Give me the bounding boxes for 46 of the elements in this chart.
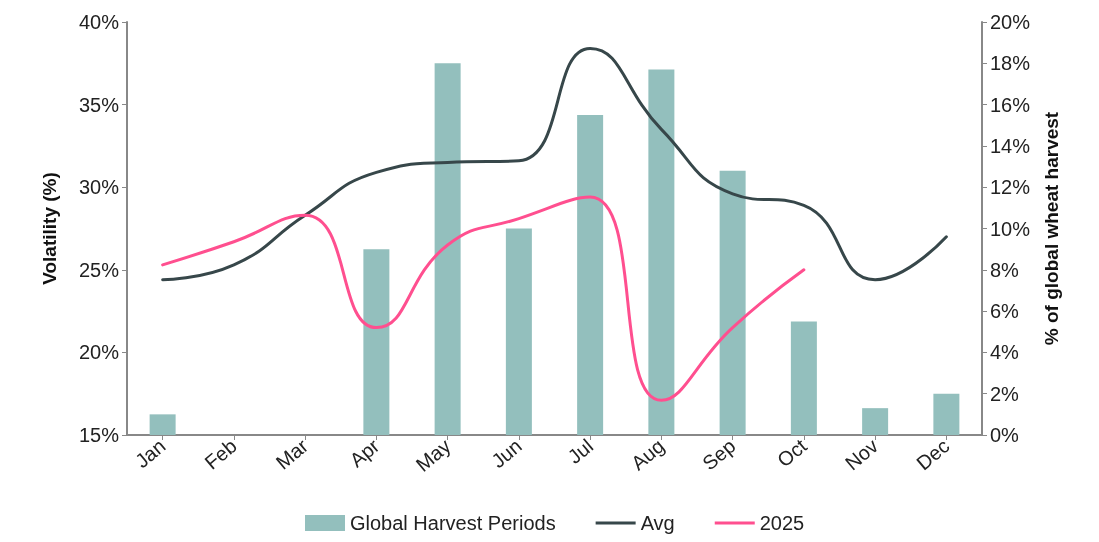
bar — [933, 393, 960, 435]
x-tick-label: Sep — [698, 434, 740, 475]
y2-tick-label: 14% — [990, 134, 1031, 157]
y2-tick-label: 20% — [990, 11, 1031, 33]
bar — [434, 63, 461, 435]
x-tick-label: Jan — [130, 434, 170, 473]
y2-tick-label: 0% — [990, 424, 1020, 446]
y2-tick-label: 6% — [990, 300, 1020, 323]
x-tick-label: Mar — [271, 434, 313, 474]
y2-tick-label: 16% — [990, 93, 1031, 116]
y-tick-label: 25% — [78, 258, 120, 281]
bar — [363, 249, 390, 435]
x-tick-label: Oct — [772, 434, 812, 472]
y-tick-label: 35% — [78, 93, 120, 116]
y2-tick-label: 18% — [990, 52, 1031, 75]
x-tick-label: Jun — [487, 434, 526, 473]
legend-label: 2025 — [759, 512, 805, 534]
y2-axis-title: % of global wheat harvest — [1041, 111, 1062, 346]
bar — [790, 321, 817, 435]
bar — [505, 228, 532, 435]
bar — [577, 114, 604, 435]
line-series — [161, 195, 806, 402]
legend-label: Global Harvest Periods — [350, 512, 556, 534]
x-tick-label: Aug — [627, 434, 669, 475]
y-axis-title: Volatility (%) — [39, 172, 60, 285]
y-tick-label: 40% — [78, 11, 120, 33]
y2-tick-label: 8% — [990, 258, 1020, 281]
y2-tick-label: 10% — [990, 217, 1031, 240]
bar — [719, 170, 746, 435]
bar — [648, 69, 675, 435]
x-tick-label: May — [411, 434, 455, 476]
y2-tick-label: 2% — [990, 382, 1020, 405]
x-tick-label: Nov — [840, 434, 883, 475]
legend-label: Avg — [640, 512, 675, 534]
y-tick-label: 15% — [78, 424, 120, 446]
y-tick-label: 20% — [78, 341, 120, 364]
bar — [149, 414, 176, 435]
y2-tick-label: 4% — [990, 341, 1020, 364]
line-series — [161, 46, 948, 282]
x-tick-label: Jul — [563, 434, 598, 468]
x-tick-label: Apr — [345, 434, 384, 472]
y2-tick-label: 12% — [990, 176, 1031, 199]
bar — [862, 408, 889, 435]
x-tick-label: Feb — [200, 434, 241, 474]
x-tick-label: Dec — [912, 434, 954, 475]
y-tick-label: 30% — [78, 176, 120, 199]
